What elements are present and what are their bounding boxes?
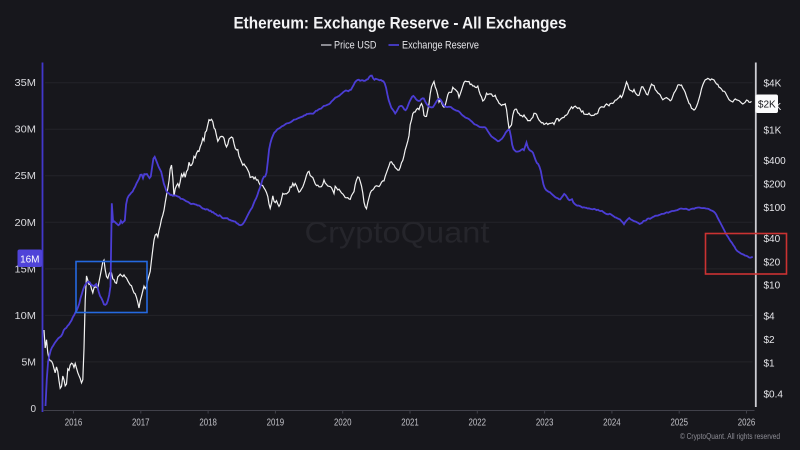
svg-text:$1: $1 (764, 358, 776, 369)
svg-text:$100: $100 (764, 203, 787, 214)
svg-text:$4K: $4K (764, 79, 782, 90)
svg-text:30M: 30M (15, 125, 37, 136)
svg-text:2022: 2022 (469, 418, 487, 429)
svg-text:$1K: $1K (764, 125, 782, 136)
svg-text:Price USD: Price USD (334, 40, 377, 52)
svg-text:0: 0 (30, 404, 36, 415)
svg-text:$400: $400 (764, 156, 787, 167)
svg-text:2021: 2021 (401, 418, 419, 429)
svg-text:2018: 2018 (199, 418, 217, 429)
svg-text:10M: 10M (15, 311, 37, 322)
svg-text:2017: 2017 (132, 418, 150, 429)
svg-text:2024: 2024 (603, 418, 621, 429)
svg-text:$2K: $2K (758, 100, 776, 111)
svg-text:$200: $200 (764, 180, 787, 191)
svg-text:Exchange Reserve: Exchange Reserve (402, 40, 479, 52)
svg-text:15M: 15M (15, 264, 37, 275)
svg-text:16M: 16M (20, 255, 39, 266)
svg-text:35M: 35M (15, 78, 37, 89)
svg-text:$4: $4 (764, 312, 776, 323)
svg-text:2025: 2025 (670, 418, 688, 429)
svg-text:2016: 2016 (65, 418, 83, 429)
svg-text:25M: 25M (15, 171, 37, 182)
svg-text:2023: 2023 (536, 418, 554, 429)
svg-text:$20: $20 (764, 257, 781, 268)
svg-text:2019: 2019 (267, 418, 285, 429)
svg-text:20M: 20M (15, 218, 37, 229)
svg-text:$0.4: $0.4 (764, 389, 784, 400)
svg-text:2026: 2026 (738, 418, 756, 429)
svg-text:Ethereum: Exchange Reserve - A: Ethereum: Exchange Reserve - All Exchang… (234, 14, 567, 33)
svg-text:© CryptoQuant. All rights rese: © CryptoQuant. All rights reserved (680, 431, 780, 441)
svg-text:2020: 2020 (334, 418, 352, 429)
svg-text:$40: $40 (764, 234, 781, 245)
svg-text:$10: $10 (764, 281, 781, 292)
svg-text:$2: $2 (764, 335, 776, 346)
svg-text:CryptoQuant: CryptoQuant (305, 217, 491, 250)
svg-text:5M: 5M (22, 357, 37, 368)
